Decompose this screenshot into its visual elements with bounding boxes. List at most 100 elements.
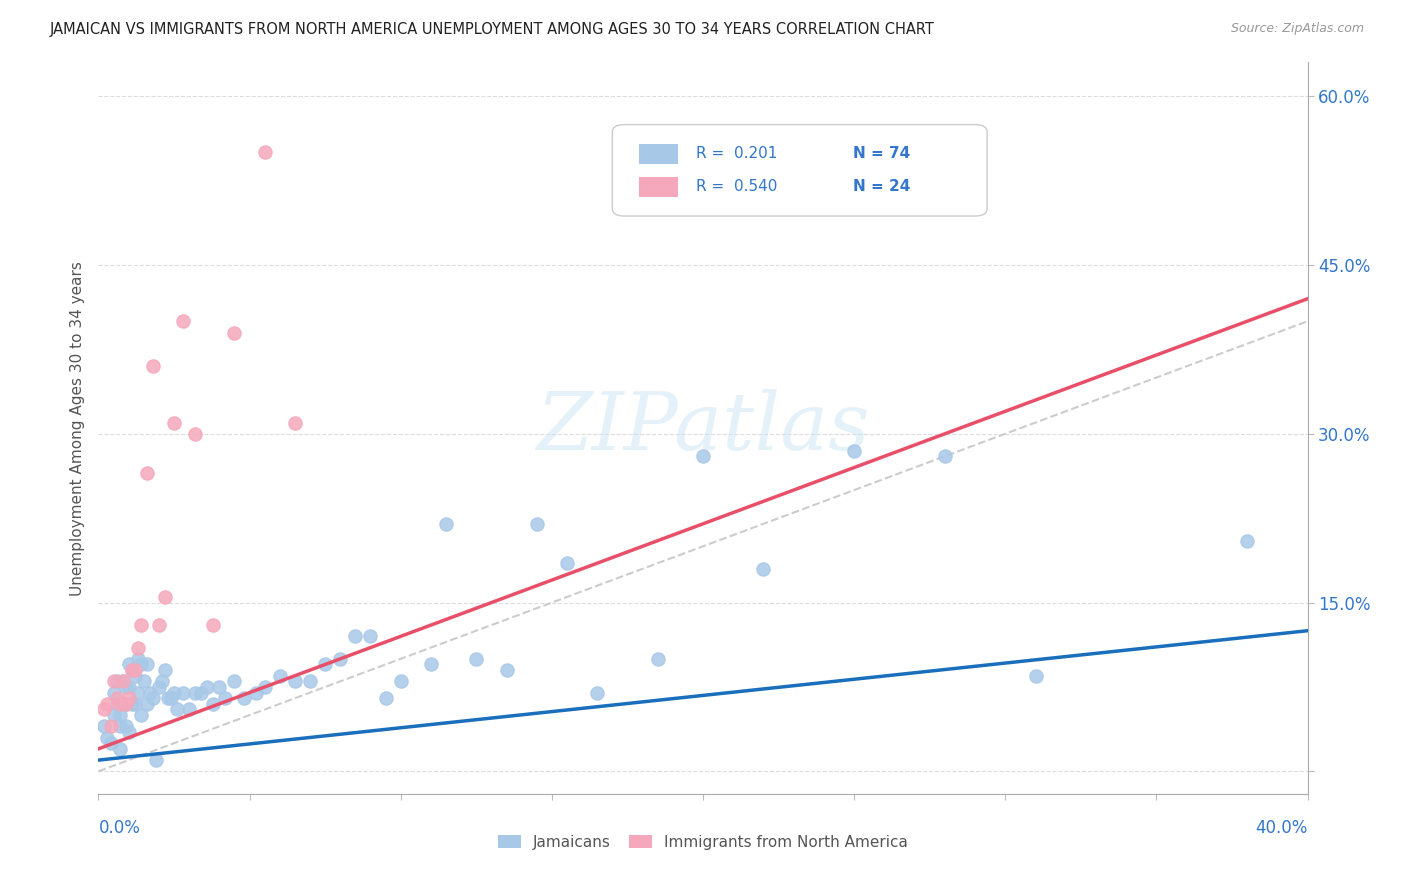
Point (127, 685, 149, 699)
Point (93, 702, 115, 716)
Point (142, 691, 165, 706)
Text: N = 74: N = 74 (853, 146, 910, 161)
Text: Source: ZipAtlas.com: Source: ZipAtlas.com (1230, 22, 1364, 36)
Point (114, 719, 136, 733)
Point (108, 708, 131, 723)
Point (121, 663, 143, 677)
Point (344, 629, 367, 643)
Text: 0.0%: 0.0% (98, 819, 141, 837)
Point (129, 618, 152, 632)
Point (135, 657, 157, 672)
Point (111, 674, 134, 689)
Point (465, 652, 488, 666)
Point (96, 731, 118, 745)
Text: JAMAICAN VS IMMIGRANTS FROM NORTH AMERICA UNEMPLOYMENT AMONG AGES 30 TO 34 YEARS: JAMAICAN VS IMMIGRANTS FROM NORTH AMERIC… (49, 22, 934, 37)
Point (166, 702, 188, 716)
Point (114, 697, 136, 711)
Point (526, 516, 548, 531)
Point (153, 590, 176, 604)
FancyBboxPatch shape (613, 125, 987, 216)
Point (129, 708, 152, 723)
Text: N = 24: N = 24 (853, 179, 910, 194)
Point (105, 691, 128, 706)
Point (586, 685, 609, 699)
Point (103, 674, 125, 689)
Legend: Jamaicans, Immigrants from North America: Jamaicans, Immigrants from North America (492, 829, 914, 855)
Point (129, 657, 152, 672)
Point (844, 443, 866, 458)
Point (100, 719, 122, 733)
Point (103, 685, 125, 699)
Point (179, 702, 201, 716)
Point (139, 685, 162, 699)
Point (253, 680, 276, 694)
Point (103, 708, 125, 723)
Point (184, 685, 207, 699)
Point (934, 450, 956, 464)
Point (127, 640, 149, 655)
Point (105, 697, 128, 711)
Point (145, 753, 167, 767)
Point (100, 736, 122, 750)
Point (150, 674, 173, 689)
Point (135, 697, 157, 711)
Point (121, 697, 143, 711)
Point (163, 685, 186, 699)
Point (118, 725, 141, 739)
Point (142, 359, 165, 374)
Point (132, 674, 155, 689)
Point (214, 691, 236, 706)
Point (127, 652, 149, 666)
Point (284, 674, 307, 689)
Point (114, 697, 136, 711)
Point (269, 669, 291, 683)
Point (108, 719, 131, 733)
Point (195, 680, 218, 694)
Point (190, 685, 212, 699)
Point (124, 663, 146, 677)
Point (96, 697, 118, 711)
Point (314, 657, 336, 672)
Point (108, 742, 131, 756)
Point (105, 674, 128, 689)
Point (224, 326, 246, 340)
FancyBboxPatch shape (638, 144, 678, 164)
Point (93, 719, 115, 733)
Point (389, 674, 412, 689)
Point (1024, 669, 1046, 683)
Point (118, 680, 141, 694)
Text: R =  0.201: R = 0.201 (696, 146, 778, 161)
Point (184, 426, 207, 441)
Point (232, 691, 254, 706)
Point (124, 697, 146, 711)
Point (118, 691, 141, 706)
Point (284, 416, 307, 430)
Point (156, 691, 179, 706)
Text: 40.0%: 40.0% (1256, 819, 1308, 837)
Point (555, 556, 578, 570)
Point (124, 669, 146, 683)
Point (647, 652, 669, 666)
Point (208, 680, 231, 694)
Point (111, 674, 134, 689)
Point (172, 685, 194, 699)
Point (752, 562, 775, 576)
Point (692, 450, 714, 464)
Point (118, 657, 141, 672)
Point (121, 663, 143, 677)
Point (420, 657, 443, 672)
FancyBboxPatch shape (638, 177, 678, 197)
Point (148, 618, 170, 632)
Point (114, 680, 136, 694)
Point (202, 618, 225, 632)
Y-axis label: Unemployment Among Ages 30 to 34 years: Unemployment Among Ages 30 to 34 years (69, 260, 84, 596)
Point (1236, 533, 1258, 548)
Point (111, 697, 134, 711)
Point (245, 685, 267, 699)
Text: R =  0.540: R = 0.540 (696, 179, 778, 194)
Point (224, 674, 246, 689)
Point (135, 466, 157, 480)
Point (360, 629, 382, 643)
Point (160, 691, 183, 706)
Point (172, 314, 194, 328)
